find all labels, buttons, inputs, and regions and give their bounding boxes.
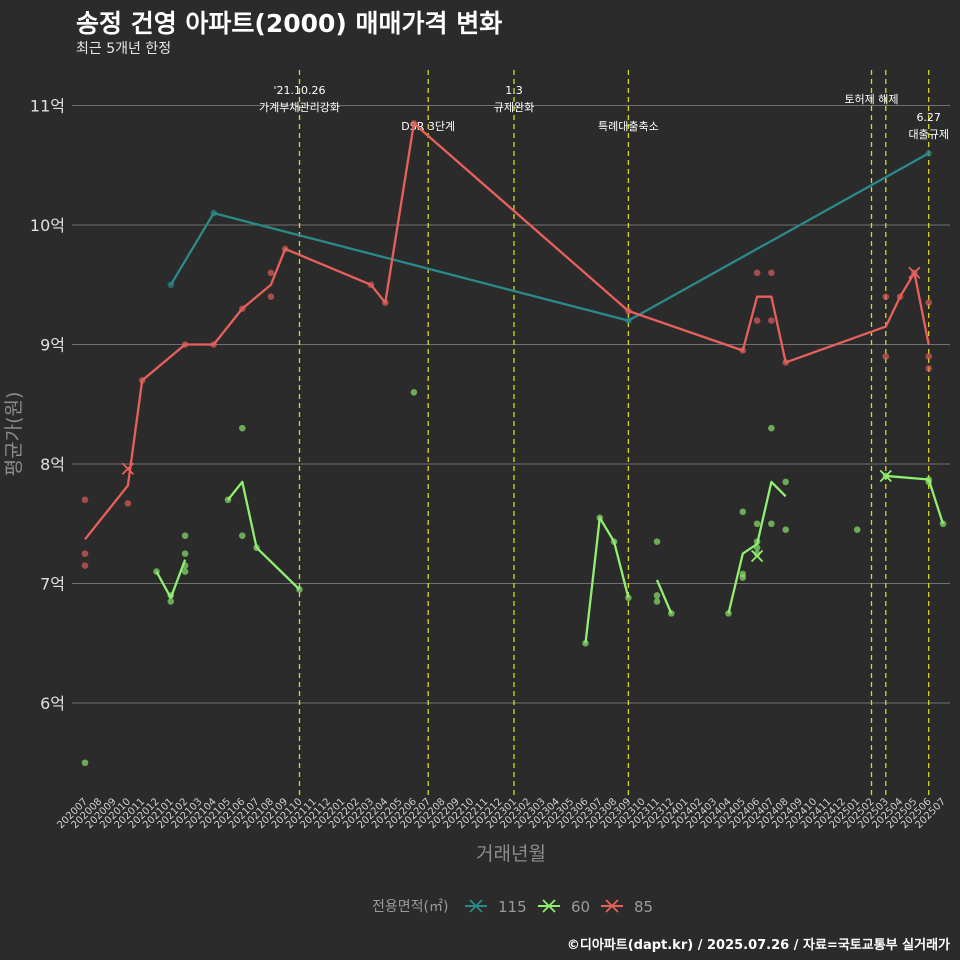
data-point [782, 526, 789, 534]
data-point [167, 598, 175, 605]
data-point [753, 520, 761, 528]
data-point [410, 389, 418, 396]
event-label: 대출규제 [908, 128, 948, 141]
series-line [655, 579, 673, 614]
data-point [81, 550, 89, 557]
legend-label: 115 [498, 898, 527, 916]
cross-marker [121, 462, 135, 475]
series-line [169, 152, 930, 322]
legend-cross-icon [542, 899, 556, 913]
series-line [227, 480, 301, 591]
event-label: 규제완화 [494, 101, 534, 114]
y-axis-title: 평균가(원) [3, 392, 25, 477]
event-label: DSR 3단계 [401, 120, 455, 133]
chart-subtitle: 최근 5개년 한정 [76, 41, 172, 57]
data-point [653, 592, 661, 599]
series-60 [81, 389, 947, 767]
y-tick-label: 11억 [30, 97, 65, 116]
axis-layer: 6억7억8억9억10억11억20200720200820200920201020… [3, 97, 948, 866]
data-point [782, 478, 789, 486]
data-point [753, 269, 761, 277]
legend-cross-icon [469, 899, 483, 913]
series-line [84, 122, 930, 541]
data-point [625, 594, 632, 602]
legend-title: 전용면적(㎡) [372, 899, 448, 915]
cross-marker [908, 266, 921, 279]
legend-cross-icon [605, 899, 619, 913]
series-line [885, 474, 945, 525]
series-layer [81, 120, 947, 767]
grid-layer [72, 105, 950, 704]
data-point [181, 550, 189, 557]
series-line [584, 516, 630, 644]
event-label: 토허제 해제 [844, 92, 898, 106]
event-label: 1.3 [505, 84, 523, 97]
event-label: 가계부채관리강화 [259, 101, 340, 114]
legend-label: 85 [634, 898, 653, 916]
y-tick-label: 9억 [40, 336, 65, 355]
data-point [853, 526, 861, 534]
y-tick-label: 10억 [30, 216, 65, 235]
data-point [768, 317, 775, 324]
cross-marker [750, 549, 764, 563]
y-tick-label: 6억 [40, 694, 65, 713]
data-point [239, 532, 246, 539]
data-point [181, 532, 189, 539]
data-point [124, 500, 132, 507]
data-point [768, 269, 775, 277]
data-point [925, 365, 932, 372]
series-line [155, 559, 187, 599]
event-label: 특례대출축소 [598, 120, 659, 133]
data-point [768, 424, 775, 432]
event-label: 6.27 [916, 111, 941, 124]
chart-title: 송정 건영 아파트(2000) 매매가격 변화 [76, 9, 503, 38]
legend-label: 60 [571, 898, 590, 916]
legend-item-115: 115 [465, 898, 527, 916]
series-115 [167, 150, 932, 324]
data-point [739, 508, 747, 516]
legend-item-60: 60 [538, 898, 590, 916]
y-tick-label: 8억 [40, 455, 65, 474]
x-axis-title: 거래년월 [476, 843, 546, 865]
legend: 전용면적(㎡) 115 60 85 [372, 898, 653, 916]
event-label: '21.10.26 [273, 84, 325, 97]
data-point [653, 598, 661, 605]
data-point [653, 538, 661, 545]
data-point [739, 574, 747, 581]
data-point [882, 353, 890, 360]
data-point [768, 520, 775, 528]
legend-item-85: 85 [601, 898, 653, 916]
data-point [81, 759, 89, 767]
data-point [925, 299, 932, 306]
data-point [81, 496, 89, 504]
data-point [81, 562, 89, 569]
cross-marker [879, 469, 892, 483]
data-point [267, 269, 275, 277]
data-point [882, 293, 890, 301]
y-tick-label: 7억 [40, 575, 65, 594]
data-point [181, 568, 189, 575]
chart-caption: ©디아파트(dapt.kr) / 2025.07.26 / 자료=국토교통부 실… [566, 938, 950, 953]
series-line [727, 480, 787, 614]
data-point [267, 293, 275, 301]
data-point [753, 317, 761, 324]
data-point [239, 424, 246, 432]
series-85 [81, 120, 932, 569]
data-point [925, 353, 932, 360]
